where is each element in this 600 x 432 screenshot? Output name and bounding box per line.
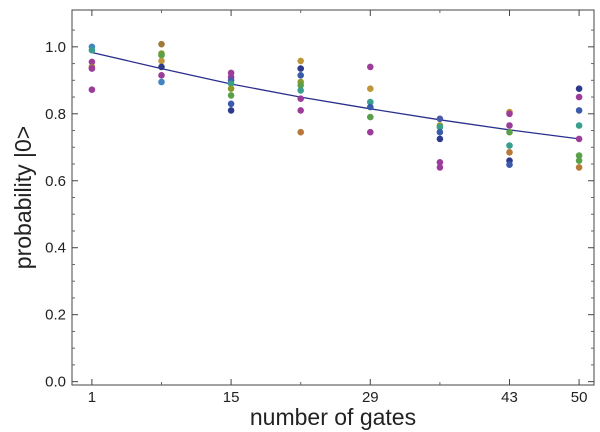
data-point (367, 113, 374, 121)
data-point (297, 65, 305, 72)
data-point (436, 123, 444, 131)
data-point (367, 63, 374, 71)
x-tick-label: 29 (362, 389, 379, 406)
fit-curve-layer (91, 51, 580, 140)
data-point (158, 40, 165, 48)
data-point (575, 157, 583, 164)
data-point (158, 57, 165, 65)
data-point (506, 149, 513, 156)
y-tick-label: 0.6 (45, 173, 66, 190)
data-point (367, 128, 374, 136)
x-tick-label: 1 (88, 389, 96, 406)
data-point (575, 85, 583, 92)
data-point (575, 164, 583, 171)
data-point (297, 95, 305, 102)
data-point (575, 93, 583, 101)
data-point (367, 98, 374, 106)
y-tick-label: 0.2 (45, 307, 66, 324)
data-point (506, 128, 513, 136)
data-point (575, 152, 583, 159)
data-point (88, 65, 96, 72)
data-point (436, 135, 444, 143)
data-point (436, 128, 444, 136)
data-point (158, 63, 165, 71)
data-point (297, 82, 305, 89)
data-point (227, 85, 235, 92)
x-axis-ticks: 1 15 29 43 50 (88, 10, 588, 406)
x-tick-label: 43 (501, 389, 518, 406)
x-tick-label: 50 (571, 389, 588, 406)
y-axis-label: probability |0> (10, 126, 36, 269)
data-point (506, 161, 513, 168)
y-tick-label: 0.8 (45, 106, 66, 123)
data-point (297, 128, 305, 136)
data-point (575, 107, 583, 114)
data-point (227, 100, 235, 108)
y-tick-label: 0.4 (45, 240, 66, 257)
data-point (436, 159, 444, 166)
data-point (506, 122, 513, 129)
fit-curve-line (91, 51, 580, 140)
data-point (297, 107, 305, 114)
data-point (88, 86, 96, 93)
data-point (367, 85, 374, 92)
data-point (227, 92, 235, 99)
data-point (506, 110, 513, 118)
data-point (297, 87, 305, 94)
points-layer (88, 40, 583, 171)
data-point (227, 107, 235, 114)
data-point (297, 72, 305, 79)
data-point (436, 115, 444, 123)
y-tick-label: 1.0 (45, 39, 66, 56)
y-axis-ticks: 0.0 0.2 0.4 0.6 0.8 1.0 (45, 29, 594, 391)
data-point (575, 135, 583, 143)
x-axis-label: number of gates (250, 404, 416, 430)
y-tick-label: 0.0 (45, 374, 66, 391)
x-tick-label: 15 (223, 389, 240, 406)
data-point (158, 78, 165, 86)
data-point (436, 164, 444, 171)
data-point (297, 57, 305, 65)
data-point (575, 122, 583, 129)
data-point (506, 142, 513, 149)
data-point (367, 103, 374, 111)
data-point (227, 80, 235, 87)
data-point (158, 72, 165, 79)
data-point (158, 51, 165, 59)
data-point (88, 46, 96, 54)
data-point (88, 58, 96, 66)
